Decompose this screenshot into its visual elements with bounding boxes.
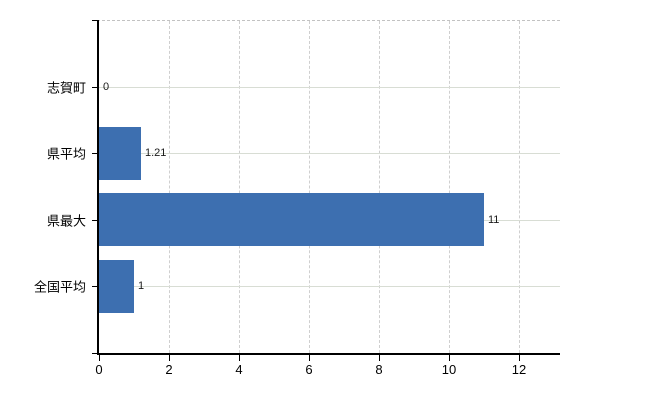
bar — [99, 193, 484, 246]
x-tick-label: 2 — [165, 362, 173, 377]
y-axis-line — [97, 20, 99, 355]
x-gridline — [519, 21, 521, 353]
y-axis-tick — [92, 286, 97, 287]
x-tick-label: 12 — [511, 362, 527, 377]
y-axis-tick — [92, 20, 97, 21]
y-gridline — [99, 153, 560, 154]
x-gridline — [379, 21, 381, 353]
category-label: 志賀町 — [46, 80, 86, 96]
x-tick-label: 6 — [305, 362, 313, 377]
bar — [99, 260, 134, 313]
category-label: 県最大 — [46, 213, 86, 229]
y-gridline — [99, 286, 560, 287]
x-axis-tick — [239, 355, 240, 361]
x-gridline — [309, 21, 311, 353]
bar — [99, 127, 141, 180]
value-label: 1 — [138, 280, 145, 293]
x-gridline — [239, 21, 240, 353]
value-label: 11 — [488, 213, 500, 226]
plot-top-border — [97, 20, 560, 21]
category-label: 県平均 — [46, 146, 86, 162]
x-axis-tick — [379, 355, 380, 361]
x-tick-label: 4 — [235, 362, 243, 377]
x-axis-line — [97, 353, 560, 355]
x-axis-tick — [169, 355, 170, 361]
y-gridline — [99, 87, 560, 88]
x-axis-tick — [309, 355, 310, 361]
x-gridline — [169, 21, 170, 353]
y-axis-tick — [92, 220, 97, 221]
x-axis-tick — [449, 355, 450, 361]
value-label: 1.21 — [145, 147, 167, 160]
x-axis-tick — [99, 355, 100, 361]
x-gridline — [449, 21, 451, 353]
y-axis-tick — [92, 87, 97, 88]
value-label: 0 — [103, 80, 110, 93]
x-tick-label: 0 — [95, 362, 103, 377]
x-tick-label: 8 — [375, 362, 383, 377]
x-tick-label: 10 — [441, 362, 457, 377]
y-axis-tick — [92, 353, 97, 354]
x-axis-tick — [519, 355, 520, 361]
y-axis-tick — [92, 153, 97, 154]
category-label: 全国平均 — [33, 279, 86, 295]
